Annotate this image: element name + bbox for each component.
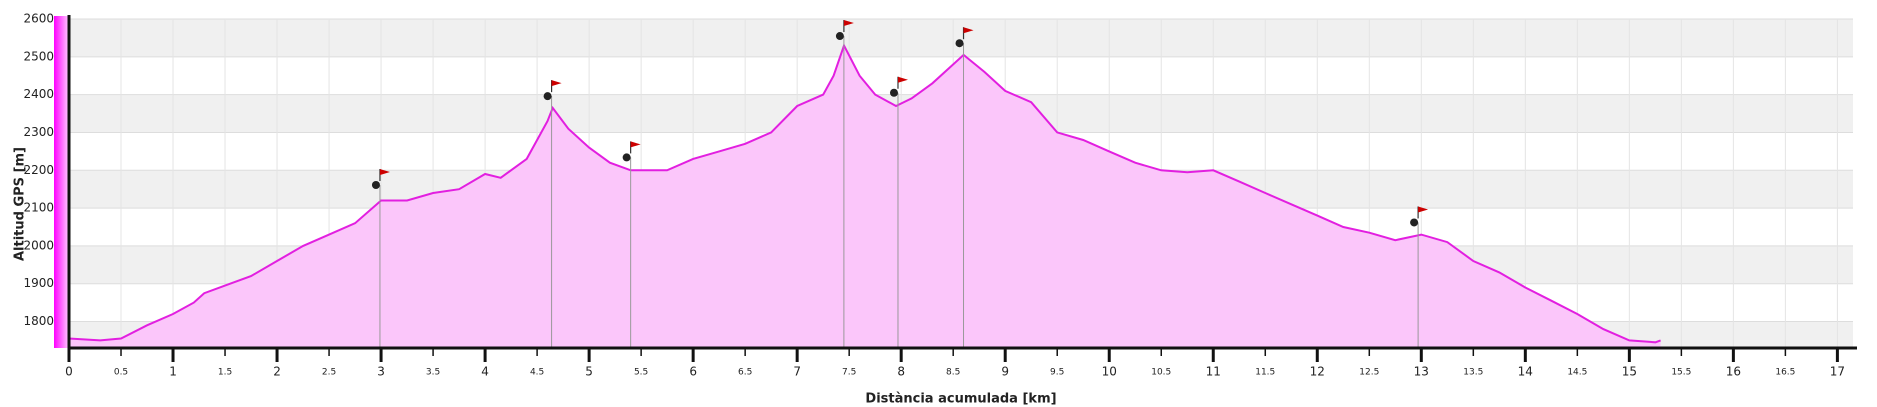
x-tick-label: 7.5 bbox=[842, 368, 856, 378]
x-tick-label: 0 bbox=[65, 365, 73, 379]
elevation-area bbox=[69, 45, 1661, 348]
x-tick-label: 15.5 bbox=[1671, 368, 1691, 378]
y-tick-label: 1900 bbox=[23, 276, 54, 290]
waypoint bbox=[1410, 218, 1419, 227]
y-tick-label: 2000 bbox=[23, 238, 54, 252]
x-tick-label: 17 bbox=[1830, 365, 1845, 379]
elevation-line bbox=[68, 42, 1661, 344]
x-tick-label: 13 bbox=[1414, 365, 1429, 379]
x-tick-label: 8.5 bbox=[946, 368, 960, 378]
flag bbox=[963, 27, 974, 34]
flag bbox=[843, 20, 854, 27]
x-tick-label: 16 bbox=[1726, 365, 1741, 379]
x-tick-label: 7 bbox=[793, 365, 801, 379]
waypoint bbox=[371, 181, 380, 190]
x-tick-label: 3 bbox=[377, 365, 385, 379]
x-tick-label: 14 bbox=[1518, 365, 1533, 379]
y-tick-label: 2300 bbox=[23, 125, 54, 139]
band bbox=[69, 19, 1853, 57]
waypoint bbox=[543, 92, 552, 101]
flag bbox=[897, 76, 908, 83]
x-tick-label: 9.5 bbox=[1050, 368, 1064, 378]
x-tick-label: 3.5 bbox=[426, 368, 440, 378]
x-tick-label: 4.5 bbox=[530, 368, 544, 378]
x-tick-label: 4 bbox=[481, 365, 489, 379]
x-tick-label: 10.5 bbox=[1151, 368, 1171, 378]
x-tick-label: 1 bbox=[169, 365, 177, 379]
x-tick-label: 11.5 bbox=[1255, 368, 1275, 378]
x-tick-label: 9 bbox=[1001, 365, 1009, 379]
y-tick-label: 1800 bbox=[23, 314, 54, 328]
x-tick-label: 10 bbox=[1102, 365, 1117, 379]
flag bbox=[630, 141, 641, 148]
x-tick-label: 13.5 bbox=[1463, 368, 1483, 378]
x-tick-label: 14.5 bbox=[1567, 368, 1587, 378]
x-tick-label: 12 bbox=[1310, 365, 1325, 379]
y-tick-label: 2600 bbox=[23, 12, 54, 26]
x-tick-label: 11 bbox=[1206, 365, 1221, 379]
y-axis-title: Altitud GPS [m] bbox=[13, 147, 28, 261]
x-tick-label: 2.5 bbox=[322, 368, 336, 378]
x-tick-label: 6 bbox=[689, 365, 697, 379]
y-tick-label: 2200 bbox=[23, 163, 54, 177]
x-tick-label: 5 bbox=[585, 365, 593, 379]
y-axis-strip bbox=[54, 16, 68, 348]
x-tick-label: 6.5 bbox=[738, 368, 752, 378]
waypoint bbox=[955, 39, 964, 48]
y-tick-label: 2100 bbox=[23, 201, 54, 215]
x-tick-label: 5.5 bbox=[634, 368, 648, 378]
waypoint bbox=[835, 32, 844, 41]
x-axis-title: Distància acumulada [km] bbox=[865, 392, 1056, 407]
flag bbox=[379, 169, 390, 176]
waypoint bbox=[622, 153, 631, 162]
x-tick-label: 1.5 bbox=[218, 368, 232, 378]
x-tick-label: 8 bbox=[897, 365, 905, 379]
flag bbox=[551, 80, 562, 87]
x-tick-label: 16.5 bbox=[1775, 368, 1795, 378]
y-tick-label: 2400 bbox=[23, 87, 54, 101]
flag bbox=[1418, 206, 1429, 213]
waypoint bbox=[889, 88, 898, 97]
y-tick-label: 2500 bbox=[23, 49, 54, 63]
x-tick-label: 15 bbox=[1622, 365, 1637, 379]
x-tick-label: 0.5 bbox=[114, 368, 128, 378]
x-tick-label: 2 bbox=[273, 365, 281, 379]
x-tick-label: 12.5 bbox=[1359, 368, 1379, 378]
